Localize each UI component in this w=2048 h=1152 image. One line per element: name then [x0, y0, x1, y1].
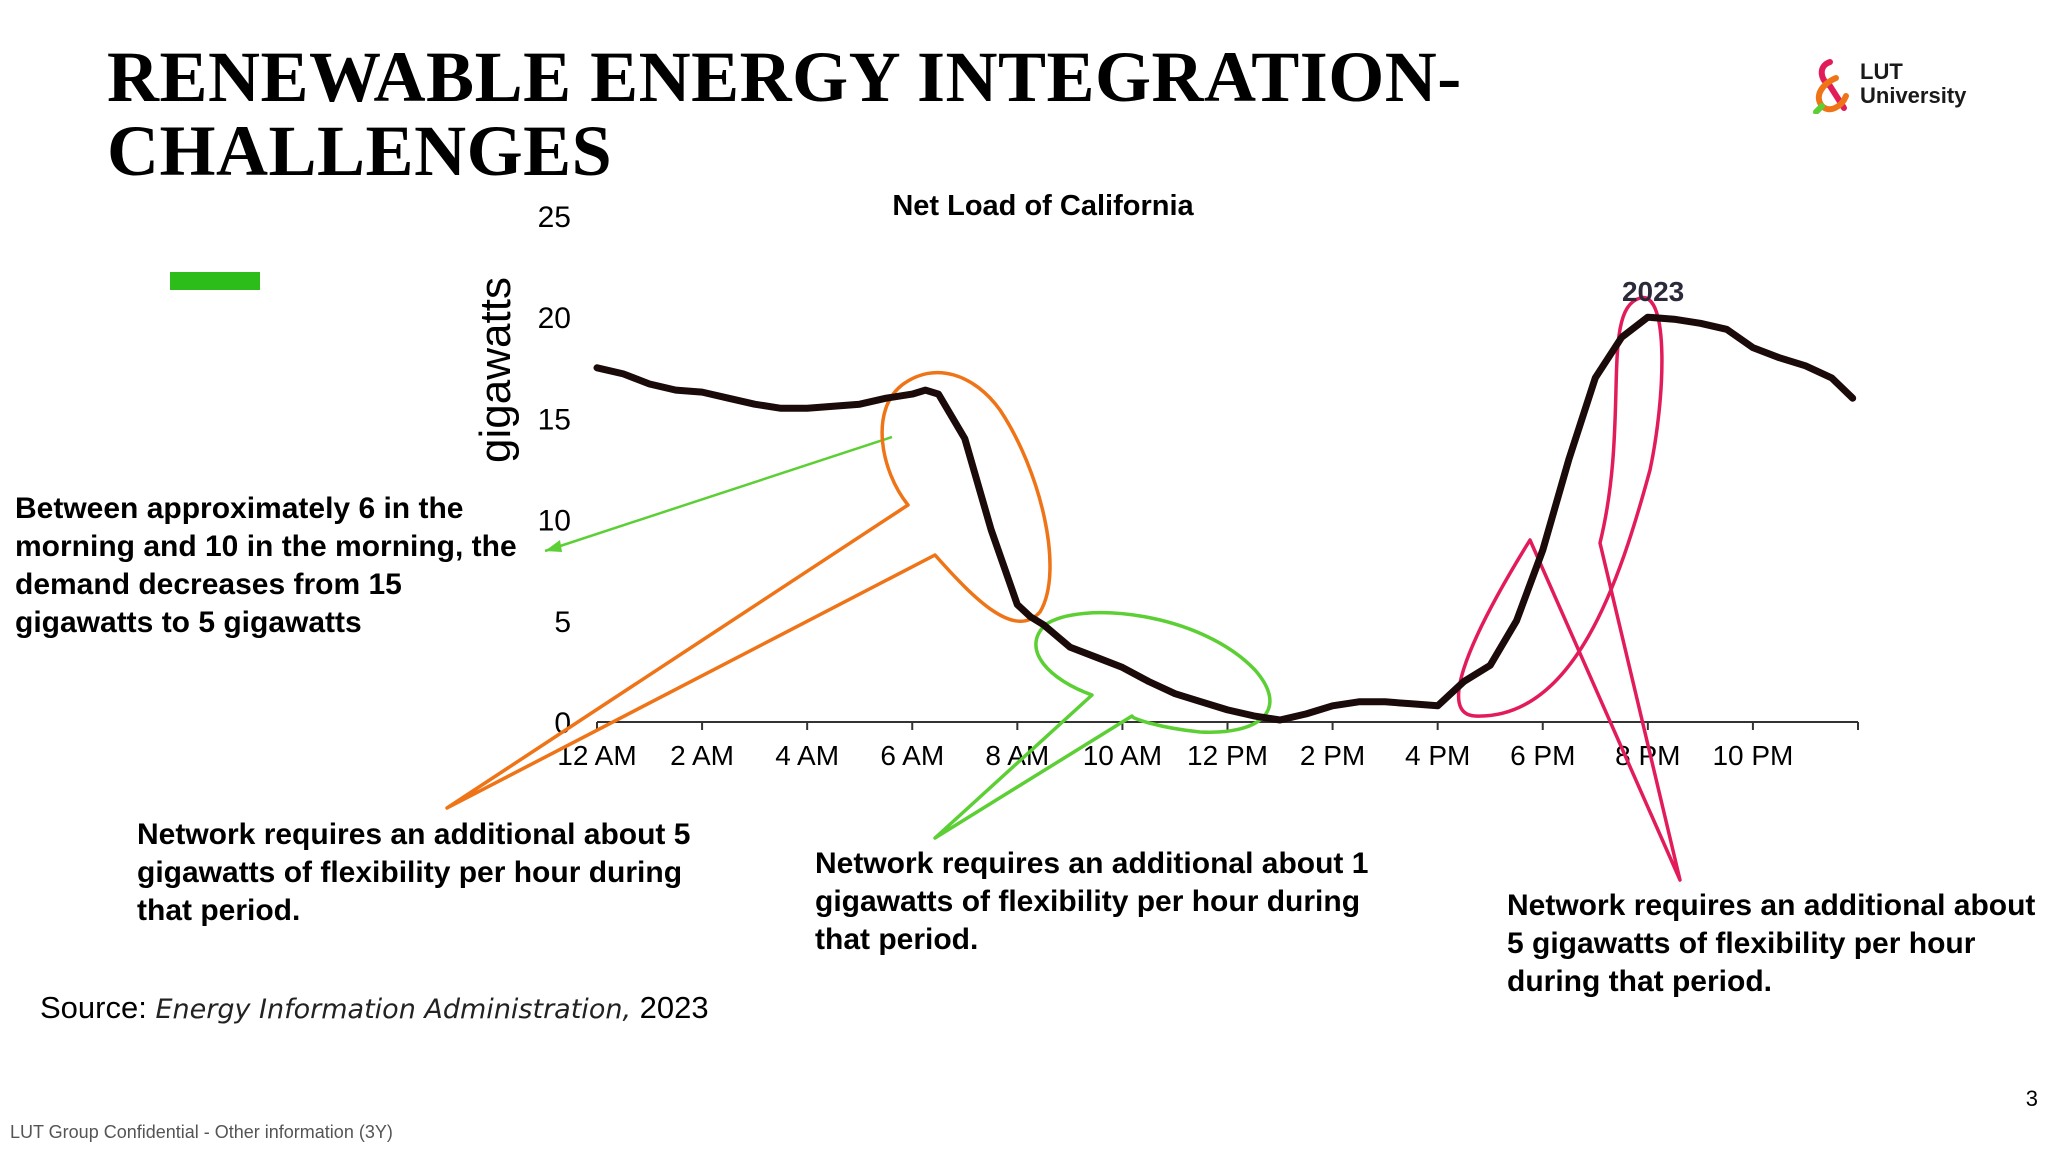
x-tick-label: 6 AM: [880, 740, 944, 771]
callout-outline-evening: [1456, 296, 1682, 882]
y-tick-label: 25: [538, 201, 571, 234]
y-tick-label: 5: [554, 606, 571, 639]
x-tick-label: 10 AM: [1083, 740, 1162, 771]
callout-outline-midday: [933, 610, 1272, 840]
source-prefix: Source:: [40, 990, 147, 1025]
x-tick-label: 4 AM: [775, 740, 839, 771]
x-tick-label: 6 PM: [1510, 740, 1575, 771]
source-citation: Source: Energy Information Administratio…: [40, 990, 709, 1026]
callout-text-evening: Network requires an additional about 5 g…: [1507, 889, 2036, 998]
series-annotation: 2023: [1622, 276, 1684, 307]
y-axis-label: gigawatts: [471, 277, 520, 463]
x-tick-label: 4 PM: [1405, 740, 1470, 771]
series-line-2023: [593, 313, 1857, 724]
accent-bar: [170, 272, 260, 290]
x-tick-label: 10 PM: [1712, 740, 1793, 771]
source-name: Energy Information Administration,: [155, 994, 632, 1025]
callout-outline-morning: [445, 370, 1052, 810]
y-tick-label: 20: [538, 302, 571, 335]
data-series: 2023: [593, 276, 1857, 724]
footer-confidential: LUT Group Confidential - Other informati…: [10, 1122, 393, 1142]
note-arrow: [544, 435, 893, 553]
source-year: 2023: [639, 990, 709, 1025]
note-arrowhead: [545, 540, 562, 552]
lut-logo: LUT University: [1808, 56, 1978, 116]
y-axis-ticks: 0 5 10 15 20 25: [538, 201, 571, 740]
callout-text-midday: Network requires an additional about 1 g…: [815, 847, 1369, 956]
y-tick-label: 15: [538, 403, 571, 436]
y-tick-label: 10: [538, 505, 571, 538]
logo-text: LUT University: [1860, 59, 1967, 108]
page-number: 3: [2025, 1086, 2038, 1111]
x-tick-label: 2 AM: [670, 740, 734, 771]
chart-title: Net Load of California: [892, 190, 1194, 222]
x-tick-label: 2 PM: [1300, 740, 1365, 771]
y-tick-label: 0: [554, 707, 571, 740]
callout-text-morning: Network requires an additional about 5 g…: [137, 818, 691, 927]
callout-shapes: [445, 296, 1682, 882]
slide-title: RENEWABLE ENERGY INTEGRATION-CHALLENGES: [107, 37, 1462, 191]
ampersand-icon: [1813, 59, 1849, 114]
x-tick-label: 12 PM: [1187, 740, 1268, 771]
x-axis: 12 AM 2 AM 4 AM 6 AM 8 AM 10 AM 12 PM 2 PM 4 PM 6…: [557, 721, 1859, 771]
note-morning-drop: Between approximately 6 in the morning a…: [15, 492, 517, 639]
